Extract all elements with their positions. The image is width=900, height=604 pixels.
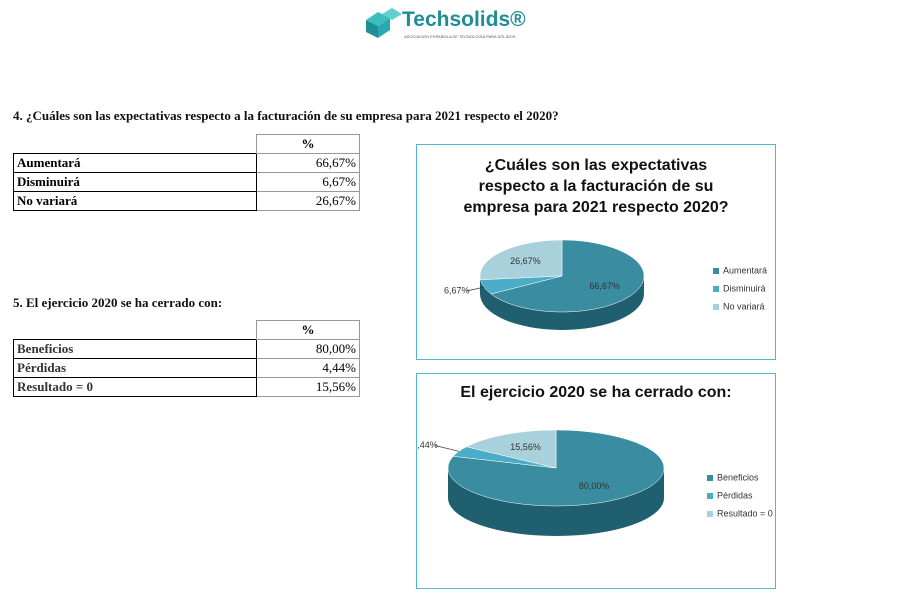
legend-label: Pérdidas [717,490,753,500]
logo: Techsolids® ASOCIACIÓN ESPAÑOLA DE TECNO… [362,6,542,44]
legend-swatch [707,493,713,499]
table-corner [14,321,257,340]
chart-title: El ejercicio 2020 se ha cerrado con: [460,384,732,401]
table-row: Resultado = 0 15,56% [13,377,360,397]
table-row: Beneficios 80,00% [13,339,360,359]
pie-slice [490,239,645,313]
data-label: 26,67% [510,256,541,266]
data-label: 15,56% [510,442,541,452]
table-value: 80,00% [256,339,360,359]
pie-chart: 80,00% Beneficios 4,44% Pérdidas 15,56% Resul… [417,429,773,536]
table-wrap: % Beneficios 80,00% Pérdidas 4,44% Resultado … [13,320,360,397]
legend-swatch [713,286,719,292]
legend-swatch [713,304,719,310]
table-label: Disminuirá [13,172,257,192]
table-value: 4,44% [256,358,360,378]
legend-label: No variará [723,301,765,311]
data-label: 66,67% [589,281,620,291]
pie-chart: 66,67% Aumentará 6,67% Disminuirá 26,67% No v… [444,239,767,330]
table: % Aumentará 66,67% Disminuirá 6,67% No variar… [13,134,360,211]
table-value: 15,56% [256,377,360,397]
legend-swatch [713,268,719,274]
data-label: 4,44% [417,440,438,450]
logo-tagline: ASOCIACIÓN ESPAÑOLA DE TECNOLOGÍA PARA S… [404,34,516,39]
table-label: Resultado = 0 [13,377,257,397]
table-value: 26,67% [256,191,360,211]
legend-swatch [707,475,713,481]
table-corner [14,135,257,154]
chart-box: ¿Cuáles son las expectativas respecto a … [416,144,776,360]
pie-slice [479,239,563,281]
table-row: Pérdidas 4,44% [13,358,360,378]
pie-slice [465,429,557,469]
question: 5. El ejercicio 2020 se ha cerrado con: [13,295,223,310]
table-label: Beneficios [13,339,257,359]
table-header: % [256,134,360,154]
table-header: % [256,320,360,340]
table-wrap: % Aumentará 66,67% Disminuirá 6,67% No variar… [13,134,360,211]
table-header-row: % [14,134,360,154]
legend-label: Aumentará [723,265,767,275]
chart-title: ¿Cuáles son las expectativas respecto a … [463,157,729,216]
chart-box: El ejercicio 2020 se ha cerrado con: 80,… [416,373,776,589]
question: 4. ¿Cuáles son las expectativas respecto… [13,108,559,123]
table-label: Pérdidas [13,358,257,378]
table-label: No variará [13,191,257,211]
leader-line [434,445,460,452]
table-header-row: % [14,320,360,340]
table-value: 6,67% [256,172,360,192]
table-row: Aumentará 66,67% [13,153,360,173]
leader-line [466,286,485,292]
table-row: No variará 26,67% [13,191,360,211]
table-row: Disminuirá 6,67% [13,172,360,192]
legend-swatch [707,511,713,517]
table-label: Aumentará [13,153,257,173]
data-label: 6,67% [444,285,470,295]
table-value: 66,67% [256,153,360,173]
legend-label: Resultado = 0 [717,508,773,518]
pie-slice [447,429,665,507]
logo-icon [366,8,402,38]
legend-label: Disminuirá [723,283,766,293]
data-label: 80,00% [579,481,610,491]
legend-label: Beneficios [717,472,759,482]
logo-name: Techsolids® [402,8,526,31]
table: % Beneficios 80,00% Pérdidas 4,44% Resultado … [13,320,360,397]
